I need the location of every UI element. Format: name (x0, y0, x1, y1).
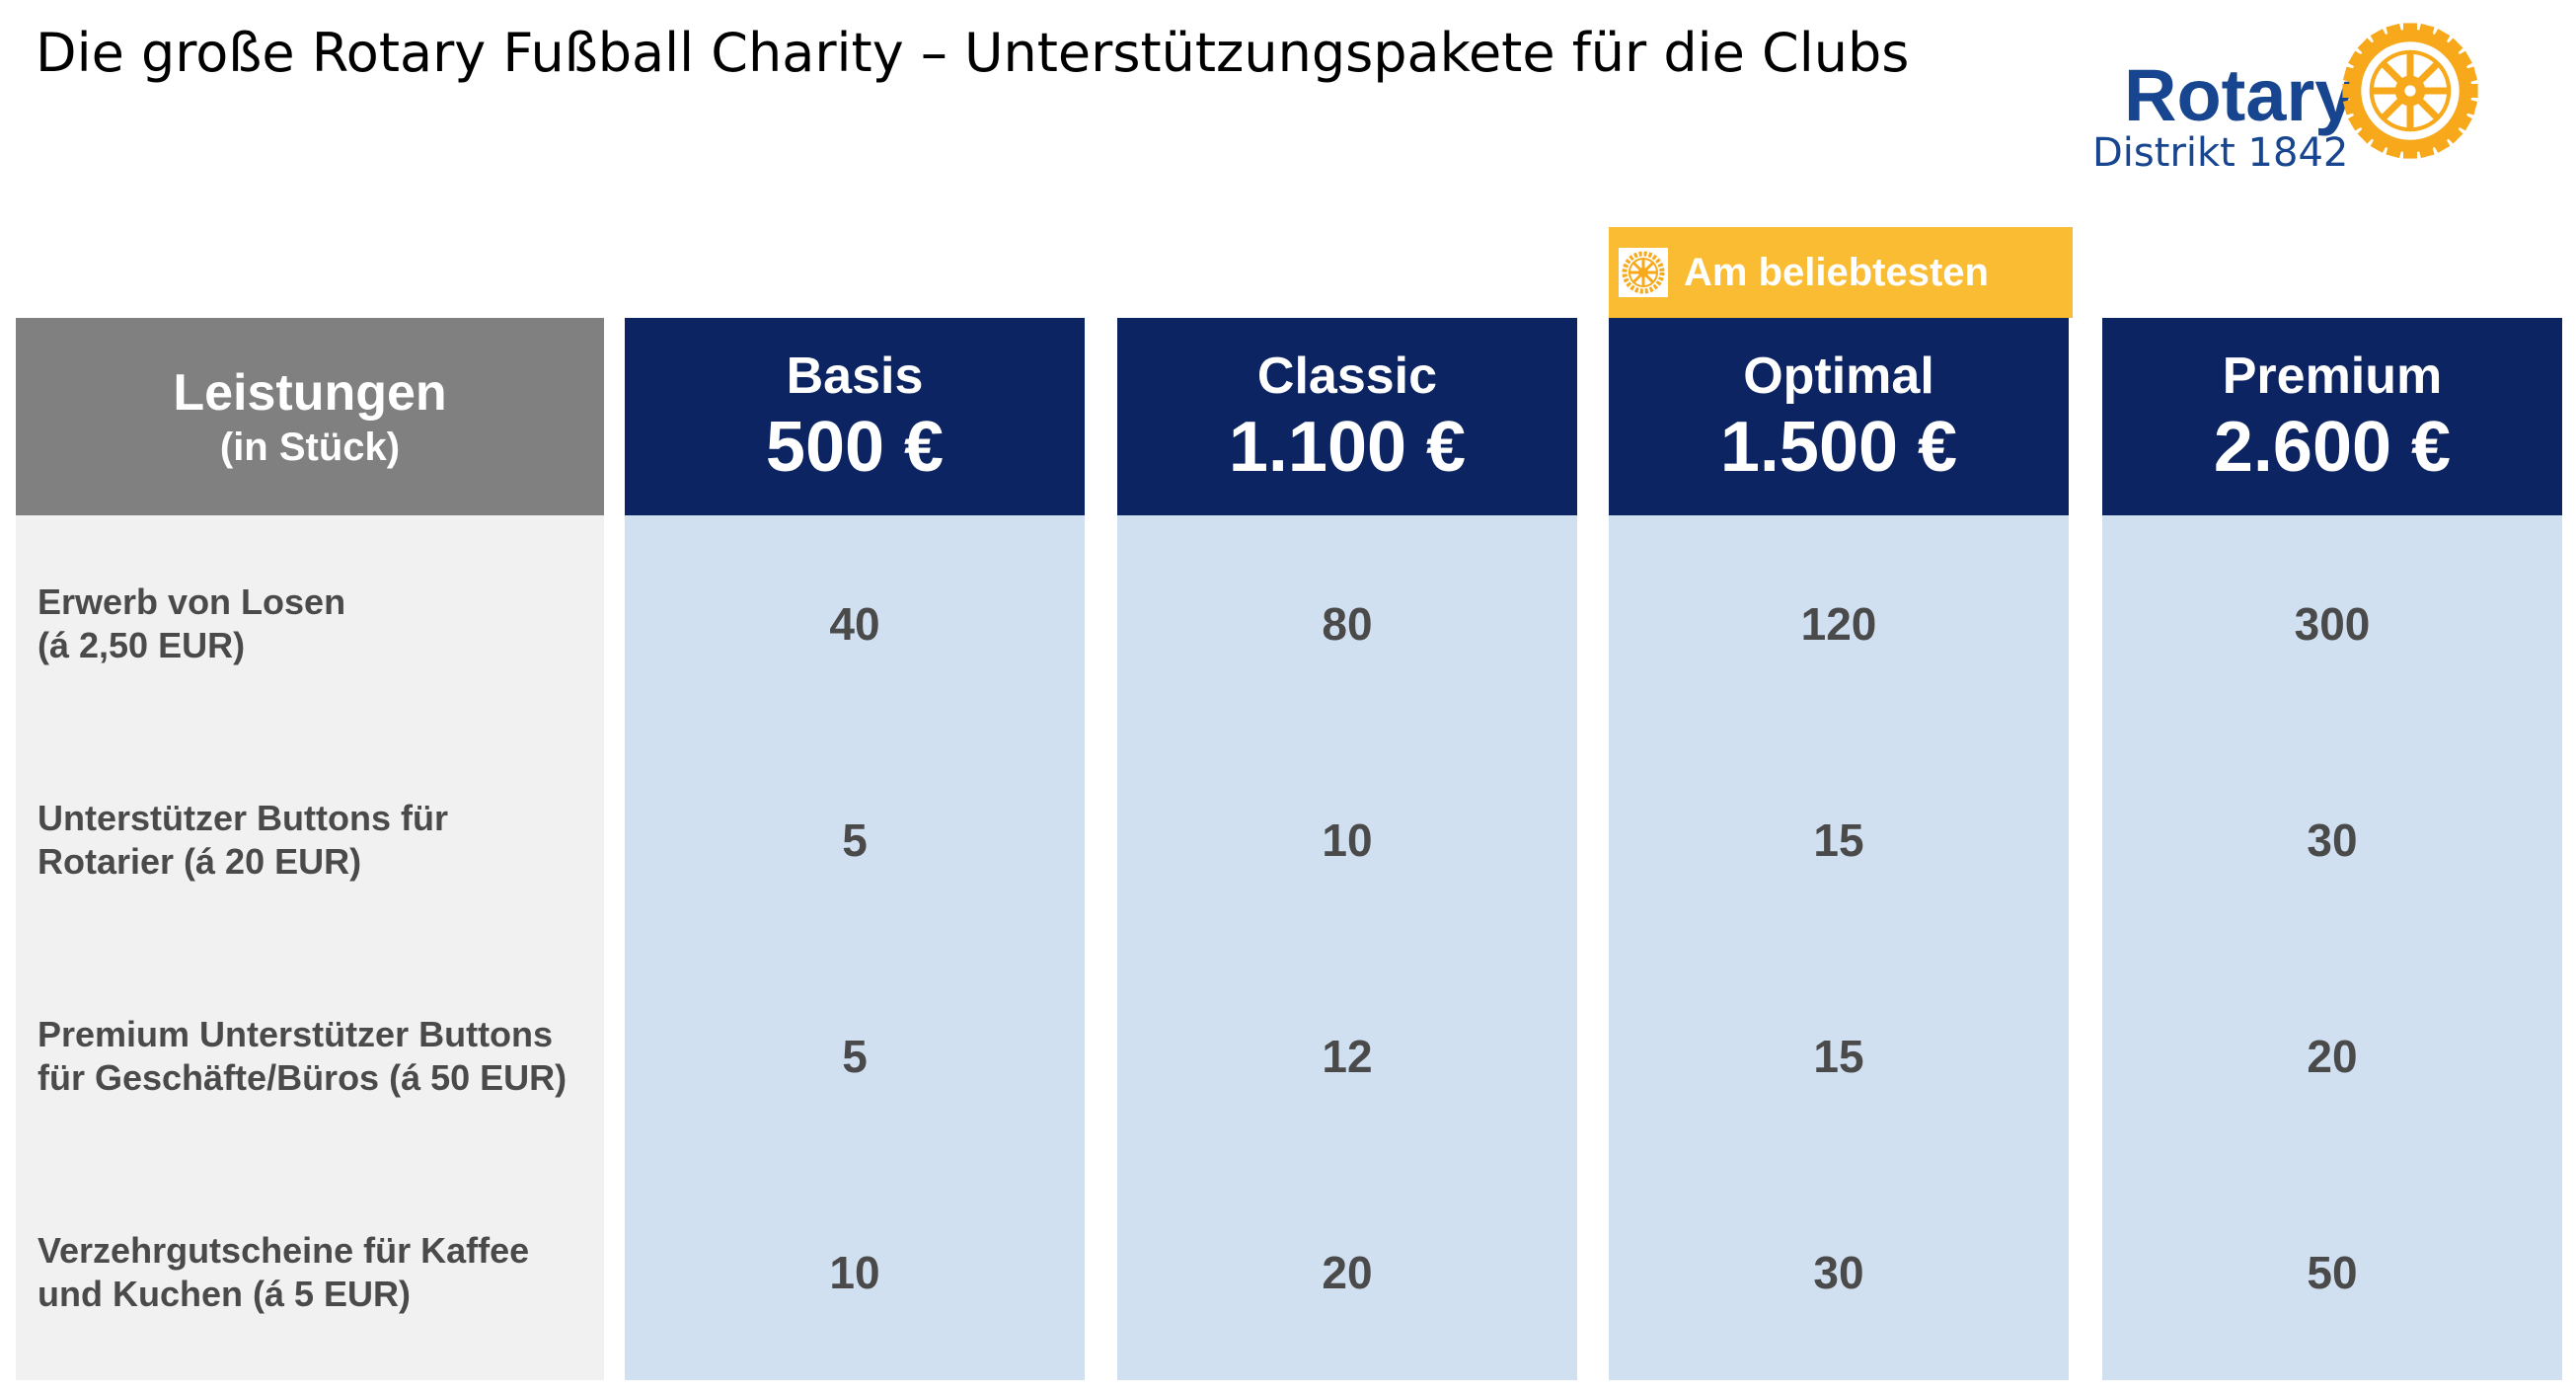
plan-cell: 120 (1609, 515, 2069, 732)
plan-body-basis: 40 5 5 10 (625, 515, 1085, 1380)
plan-name: Basis (786, 348, 924, 405)
rotary-wheel-icon (2342, 23, 2478, 159)
service-label-lose: Erwerb von Losen (á 2,50 EUR) (38, 581, 346, 665)
logo-wordmark: Rotary (2124, 54, 2356, 136)
service-row: Erwerb von Losen (á 2,50 EUR) (16, 515, 604, 732)
cell-value: 50 (2307, 1246, 2358, 1298)
plan-body-classic: 80 10 12 20 (1117, 515, 1577, 1380)
plan-price: 1.500 € (1719, 408, 1958, 487)
services-header-title: Leistungen (173, 364, 447, 422)
cell-value: 20 (2307, 1030, 2358, 1082)
plan-column-classic: Classic 1.100 € 80 10 12 20 (1117, 318, 1577, 1380)
cell-value: 300 (2294, 597, 2371, 650)
plan-cell: 300 (2102, 515, 2562, 732)
plan-cell: 30 (1609, 1164, 2069, 1380)
cell-value: 5 (842, 1030, 868, 1082)
plan-header-classic: Classic 1.100 € (1117, 318, 1577, 515)
services-header: Leistungen (in Stück) (16, 318, 604, 515)
cell-value: 20 (1322, 1246, 1373, 1298)
plan-column-basis: Basis 500 € 40 5 5 10 (625, 318, 1085, 1380)
cell-value: 15 (1813, 1030, 1864, 1082)
service-label-vouchers: Verzehrgutscheine für Kaffee und Kuchen … (38, 1229, 530, 1314)
plan-cell: 30 (2102, 732, 2562, 948)
cell-value: 30 (1813, 1246, 1864, 1298)
service-row: Verzehrgutscheine für Kaffee und Kuchen … (16, 1164, 604, 1380)
plan-column-premium: Premium 2.600 € 300 30 20 50 (2102, 318, 2562, 1380)
badge-label: Am beliebtesten (1684, 250, 1989, 294)
plan-cell: 20 (1117, 1164, 1577, 1380)
plan-cell: 5 (625, 948, 1085, 1164)
plan-body-premium: 300 30 20 50 (2102, 515, 2562, 1380)
plan-price: 1.100 € (1228, 408, 1467, 487)
plan-name: Classic (1256, 348, 1438, 405)
plan-cell: 50 (2102, 1164, 2562, 1380)
plan-price: 2.600 € (2213, 408, 2452, 487)
cell-value: 10 (829, 1246, 880, 1298)
plan-cell: 12 (1117, 948, 1577, 1164)
plan-name: Optimal (1743, 348, 1934, 405)
cell-value: 15 (1813, 813, 1864, 866)
services-header-subtitle: (in Stück) (219, 426, 401, 469)
page-title: Die große Rotary Fußball Charity – Unter… (36, 22, 1910, 84)
plan-cell: 5 (625, 732, 1085, 948)
cell-value: 80 (1322, 597, 1373, 650)
services-column: Leistungen (in Stück) Erwerb von Losen (… (16, 318, 604, 1380)
plan-cell: 15 (1609, 732, 2069, 948)
cell-value: 120 (1800, 597, 1877, 650)
rotary-logo: Rotary Distrikt 1842 (2083, 22, 2478, 190)
cell-value: 12 (1322, 1030, 1373, 1082)
cell-value: 30 (2307, 813, 2358, 866)
plan-column-optimal: Optimal 1.500 € 120 15 15 30 (1609, 318, 2069, 1380)
plan-header-optimal: Optimal 1.500 € (1609, 318, 2069, 515)
plan-price: 500 € (765, 408, 945, 487)
plan-cell: 40 (625, 515, 1085, 732)
plan-cell: 10 (625, 1164, 1085, 1380)
rotary-wheel-icon (1619, 248, 1668, 297)
plan-body-optimal: 120 15 15 30 (1609, 515, 2069, 1380)
cell-value: 10 (1322, 813, 1373, 866)
plan-cell: 10 (1117, 732, 1577, 948)
service-row: Premium Unterstützer Buttons für Geschäf… (16, 948, 604, 1164)
plan-cell: 80 (1117, 515, 1577, 732)
service-row: Unterstützer Buttons für Rotarier (á 20 … (16, 732, 604, 948)
most-popular-badge: Am beliebtesten (1609, 227, 2073, 318)
cell-value: 5 (842, 813, 868, 866)
plan-cell: 20 (2102, 948, 2562, 1164)
plan-name: Premium (2222, 348, 2443, 405)
plan-header-premium: Premium 2.600 € (2102, 318, 2562, 515)
service-label-premium-buttons: Premium Unterstützer Buttons für Geschäf… (38, 1013, 568, 1098)
plan-header-basis: Basis 500 € (625, 318, 1085, 515)
plan-cell: 15 (1609, 948, 2069, 1164)
service-label-buttons: Unterstützer Buttons für Rotarier (á 20 … (38, 797, 448, 882)
logo-subtitle: Distrikt 1842 (2092, 130, 2349, 176)
services-body: Erwerb von Losen (á 2,50 EUR) Unterstütz… (16, 515, 604, 1380)
cell-value: 40 (829, 597, 880, 650)
